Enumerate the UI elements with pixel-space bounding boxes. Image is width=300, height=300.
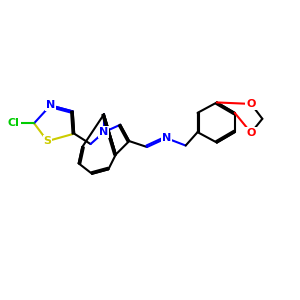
Text: S: S bbox=[44, 136, 52, 146]
Text: Cl: Cl bbox=[8, 118, 20, 128]
Text: O: O bbox=[246, 128, 256, 138]
Text: O: O bbox=[246, 99, 256, 109]
Text: N: N bbox=[46, 100, 55, 110]
Text: N: N bbox=[99, 127, 109, 137]
Text: N: N bbox=[162, 133, 171, 143]
